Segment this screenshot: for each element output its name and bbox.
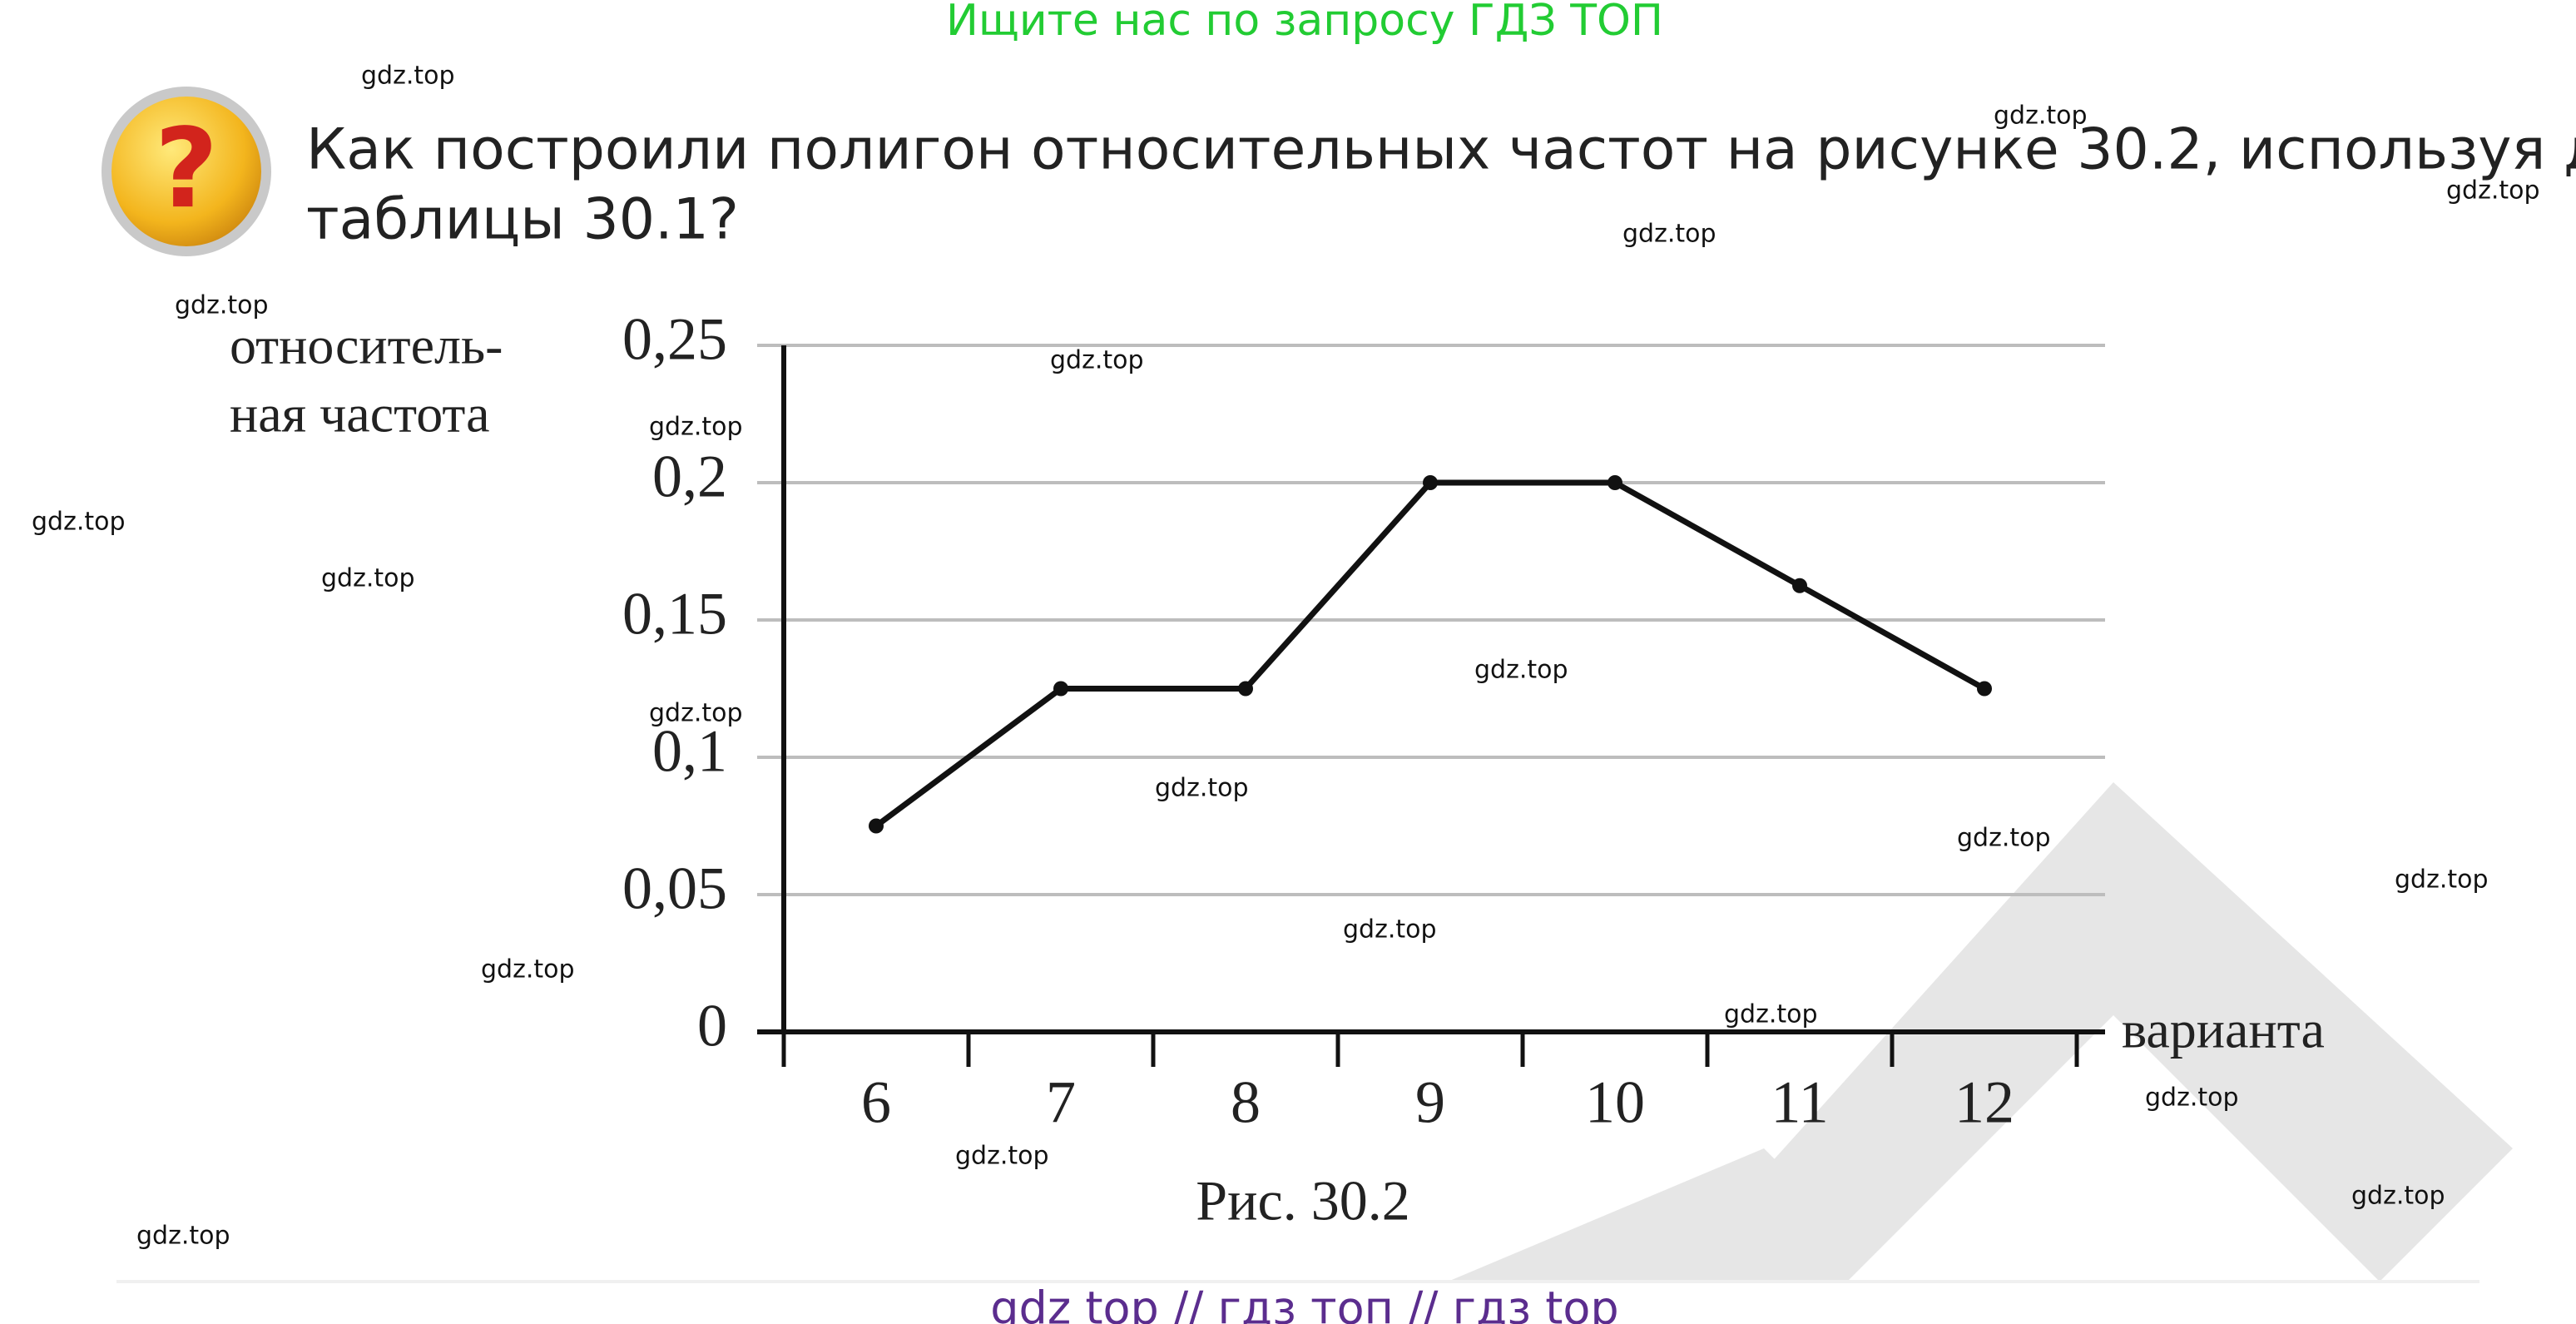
watermarks: gdz.top gdz.top gdz.top gdz.top gdz.top gdz.t… xyxy=(32,62,2540,1251)
x-tick-label: 11 xyxy=(1771,1069,1828,1136)
data-line xyxy=(874,479,1986,829)
y-tick-label: 0,1 xyxy=(652,718,727,785)
data-point xyxy=(1792,578,1807,593)
watermark: gdz.top xyxy=(1474,656,1568,685)
watermark: gdz.top xyxy=(2145,1083,2239,1113)
watermark: gdz.top xyxy=(1050,346,1144,375)
x-tick-label: 10 xyxy=(1585,1069,1645,1136)
x-axis-label: варианта xyxy=(2122,1000,2325,1059)
data-point xyxy=(869,818,884,834)
watermark: gdz.top xyxy=(2395,865,2489,895)
watermark: gdz.top xyxy=(955,1142,1049,1171)
watermark: gdz.top xyxy=(321,564,415,593)
watermark: gdz.top xyxy=(1994,102,2088,131)
y-axis-label: относитель- xyxy=(230,316,503,375)
watermark: gdz.top xyxy=(1724,1000,1818,1029)
data-point xyxy=(1977,681,1992,697)
x-tick-label: 8 xyxy=(1231,1069,1261,1136)
watermark: gdz.top xyxy=(1957,824,2051,853)
watermark: gdz.top xyxy=(1155,774,1249,803)
watermark: gdz.top xyxy=(136,1222,230,1251)
y-tick-label: 0 xyxy=(697,993,727,1059)
watermark: gdz.top xyxy=(32,508,126,537)
footer: gdz top // гдз топ // гдз top xyxy=(990,1282,1618,1324)
question-line: таблицы 30.1? xyxy=(306,187,739,253)
watermark: gdz.top xyxy=(649,699,743,728)
watermark: gdz.top xyxy=(2446,176,2540,206)
data-point xyxy=(1238,681,1253,697)
x-tick-label: 6 xyxy=(861,1069,891,1136)
watermark: gdz.top xyxy=(175,291,269,320)
y-axis-label: ная частота xyxy=(230,384,490,444)
data-point xyxy=(1423,475,1438,490)
watermark: gdz.top xyxy=(361,62,455,91)
figure-caption: Рис. 30.2 xyxy=(1196,1169,1409,1232)
x-tick-label: 9 xyxy=(1415,1069,1445,1136)
y-tick-label: 0,15 xyxy=(622,581,727,647)
x-tick-label: 7 xyxy=(1046,1069,1076,1136)
question-icon: ? xyxy=(102,87,271,256)
banner: Ищите нас по запросу ГДЗ ТОП xyxy=(946,0,1663,46)
watermark: gdz.top xyxy=(1343,915,1437,945)
data-point xyxy=(1608,475,1622,490)
watermark: gdz.top xyxy=(2351,1182,2445,1211)
y-tick-label: 0,25 xyxy=(622,306,727,373)
question-line: Как построили полигон относительных част… xyxy=(306,117,2576,183)
watermark-shape xyxy=(1448,1148,1830,1282)
y-tick-label: 0,2 xyxy=(652,444,727,510)
watermark: gdz.top xyxy=(481,955,575,984)
watermark: gdz.top xyxy=(649,413,743,442)
svg-text:?: ? xyxy=(155,105,219,233)
chart: 0 0,05 0,1 0,15 0,2 0,25 6 7 8 9 10 11 12 xyxy=(622,306,2105,1136)
y-tick-label: 0,05 xyxy=(622,855,727,922)
watermark: gdz.top xyxy=(1622,220,1717,249)
data-point xyxy=(1053,681,1068,697)
x-tick-label: 12 xyxy=(1954,1069,2014,1136)
